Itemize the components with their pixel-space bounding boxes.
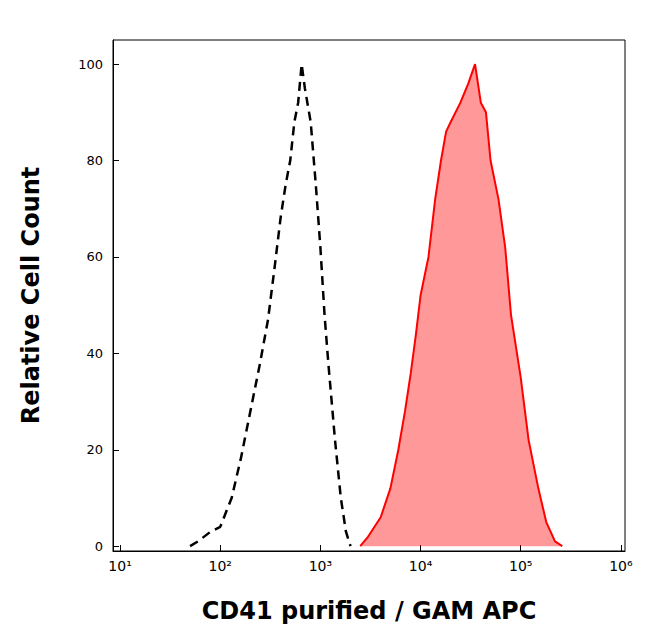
svg-text:60: 60 [86, 249, 103, 264]
svg-text:Relative Cell Count: Relative Cell Count [17, 167, 45, 425]
svg-text:40: 40 [86, 346, 103, 361]
svg-text:0: 0 [95, 539, 103, 554]
svg-text:100: 100 [78, 57, 103, 72]
svg-text:10³: 10³ [309, 558, 332, 574]
svg-text:80: 80 [86, 153, 103, 168]
svg-text:20: 20 [86, 442, 103, 457]
svg-text:CD41 purified / GAM APC: CD41 purified / GAM APC [202, 597, 537, 625]
svg-text:10⁴: 10⁴ [409, 558, 433, 574]
svg-text:10²: 10² [209, 558, 232, 574]
svg-text:10⁵: 10⁵ [509, 558, 532, 574]
svg-text:10¹: 10¹ [108, 558, 131, 574]
svg-text:10⁶: 10⁶ [609, 558, 633, 574]
